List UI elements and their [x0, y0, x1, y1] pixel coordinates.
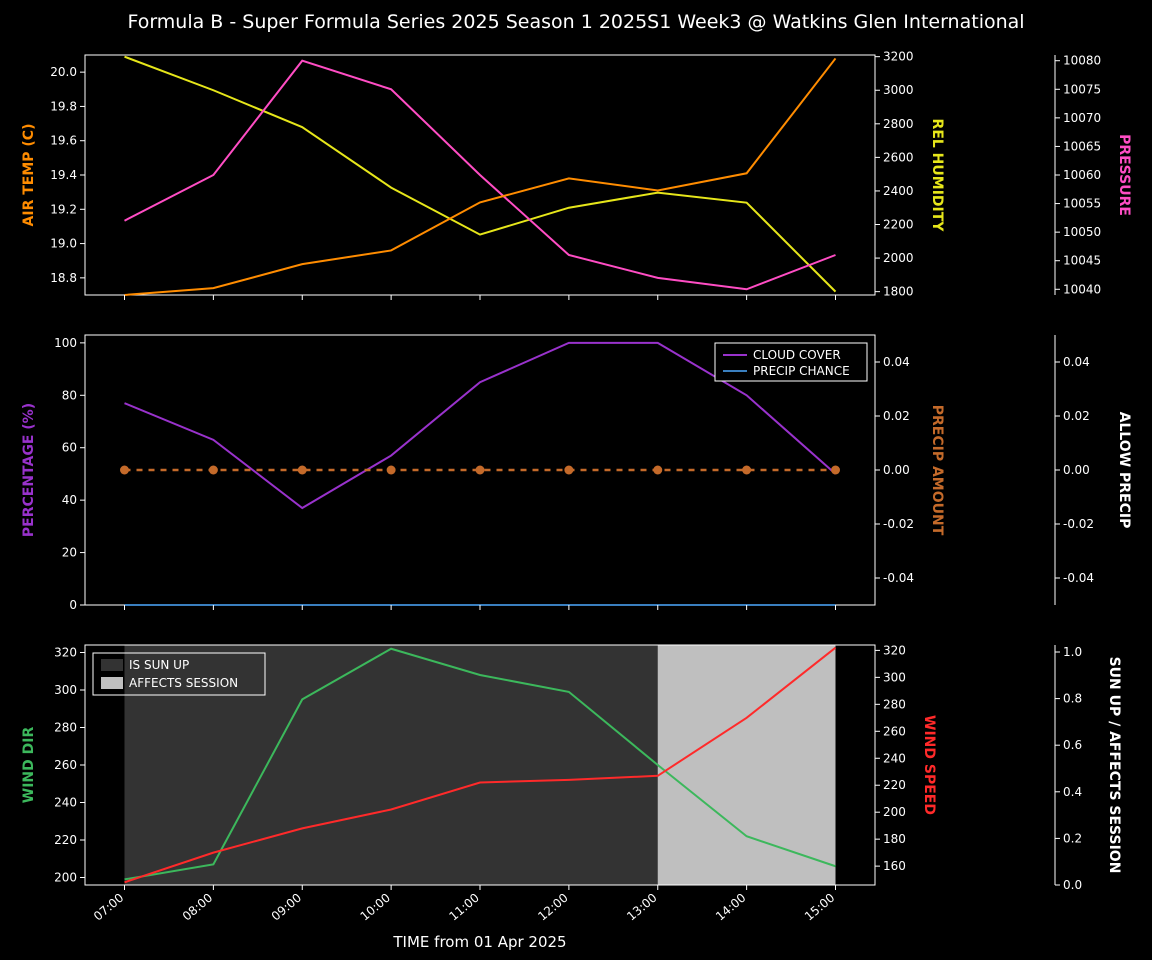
svg-text:1.0: 1.0	[1063, 645, 1082, 659]
svg-text:18.8: 18.8	[50, 271, 77, 285]
svg-text:PRESSURE: PRESSURE	[1116, 134, 1132, 216]
svg-text:300: 300	[883, 670, 906, 684]
svg-text:2600: 2600	[883, 150, 914, 164]
svg-text:0.6: 0.6	[1063, 738, 1082, 752]
svg-text:IS SUN UP: IS SUN UP	[129, 658, 189, 672]
svg-text:2800: 2800	[883, 117, 914, 131]
svg-text:0: 0	[69, 598, 77, 612]
svg-text:320: 320	[883, 643, 906, 657]
svg-text:260: 260	[883, 724, 906, 738]
svg-text:AIR TEMP (C): AIR TEMP (C)	[21, 124, 37, 227]
svg-text:ALLOW PRECIP: ALLOW PRECIP	[1116, 412, 1132, 529]
svg-text:REL HUMIDITY: REL HUMIDITY	[929, 119, 945, 233]
svg-text:0.4: 0.4	[1063, 785, 1082, 799]
svg-text:260: 260	[54, 758, 77, 772]
svg-text:0.00: 0.00	[1063, 463, 1090, 477]
svg-text:SUN UP / AFFECTS SESSION: SUN UP / AFFECTS SESSION	[1106, 657, 1122, 874]
svg-text:20: 20	[62, 546, 77, 560]
svg-text:180: 180	[883, 832, 906, 846]
svg-text:-0.02: -0.02	[883, 517, 914, 531]
svg-text:80: 80	[62, 388, 77, 402]
svg-text:280: 280	[54, 721, 77, 735]
svg-text:PRECIP AMOUNT: PRECIP AMOUNT	[929, 405, 945, 536]
svg-text:PERCENTAGE (%): PERCENTAGE (%)	[21, 403, 37, 537]
svg-text:10045: 10045	[1063, 254, 1101, 268]
svg-text:0.02: 0.02	[883, 409, 910, 423]
svg-text:20.0: 20.0	[50, 65, 77, 79]
svg-text:10055: 10055	[1063, 197, 1101, 211]
svg-text:100: 100	[54, 336, 77, 350]
svg-text:0.0: 0.0	[1063, 878, 1082, 892]
svg-text:19.8: 19.8	[50, 99, 77, 113]
svg-text:2200: 2200	[883, 218, 914, 232]
svg-text:10065: 10065	[1063, 139, 1101, 153]
svg-text:0.02: 0.02	[1063, 409, 1090, 423]
svg-text:-0.02: -0.02	[1063, 517, 1094, 531]
svg-text:2400: 2400	[883, 184, 914, 198]
svg-text:WIND SPEED: WIND SPEED	[921, 715, 937, 815]
svg-text:10060: 10060	[1063, 168, 1101, 182]
svg-text:280: 280	[883, 697, 906, 711]
svg-text:2000: 2000	[883, 251, 914, 265]
svg-text:19.0: 19.0	[50, 237, 77, 251]
svg-text:-0.04: -0.04	[883, 571, 914, 585]
svg-text:220: 220	[54, 833, 77, 847]
svg-text:3200: 3200	[883, 50, 914, 64]
svg-text:WIND DIR: WIND DIR	[21, 727, 37, 804]
svg-text:10075: 10075	[1063, 82, 1101, 96]
x-axis-label: TIME from 01 Apr 2025	[392, 933, 566, 951]
svg-text:10050: 10050	[1063, 225, 1101, 239]
svg-text:0.04: 0.04	[1063, 355, 1090, 369]
svg-text:10080: 10080	[1063, 54, 1101, 68]
svg-text:19.4: 19.4	[50, 168, 77, 182]
svg-text:160: 160	[883, 859, 906, 873]
svg-text:200: 200	[883, 805, 906, 819]
svg-text:0.8: 0.8	[1063, 692, 1082, 706]
svg-text:-0.04: -0.04	[1063, 571, 1094, 585]
svg-text:240: 240	[883, 751, 906, 765]
svg-text:200: 200	[54, 871, 77, 885]
chart-title: Formula B - Super Formula Series 2025 Se…	[127, 11, 1024, 33]
svg-text:60: 60	[62, 441, 77, 455]
svg-text:240: 240	[54, 796, 77, 810]
svg-text:3000: 3000	[883, 83, 914, 97]
svg-text:10040: 10040	[1063, 282, 1101, 296]
svg-text:300: 300	[54, 683, 77, 697]
svg-text:40: 40	[62, 493, 77, 507]
svg-text:320: 320	[54, 646, 77, 660]
weather-chart: Formula B - Super Formula Series 2025 Se…	[0, 0, 1152, 960]
svg-text:0.00: 0.00	[883, 463, 910, 477]
svg-text:220: 220	[883, 778, 906, 792]
svg-text:PRECIP CHANCE: PRECIP CHANCE	[753, 364, 850, 378]
svg-text:1800: 1800	[883, 285, 914, 299]
svg-text:AFFECTS SESSION: AFFECTS SESSION	[129, 676, 238, 690]
svg-text:10070: 10070	[1063, 111, 1101, 125]
svg-text:0.2: 0.2	[1063, 831, 1082, 845]
svg-text:0.04: 0.04	[883, 355, 910, 369]
svg-text:CLOUD COVER: CLOUD COVER	[753, 348, 841, 362]
svg-text:19.6: 19.6	[50, 134, 77, 148]
svg-text:19.2: 19.2	[50, 202, 77, 216]
